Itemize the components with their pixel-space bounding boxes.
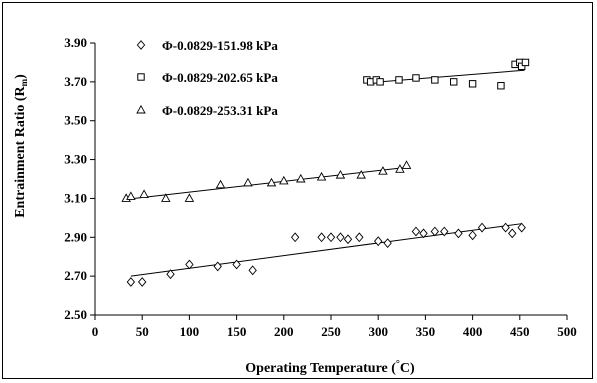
data-point-square: [395, 76, 403, 84]
chart-frame: [2, 2, 593, 379]
data-point-diamond: [440, 226, 449, 237]
x-tick-label: 100: [180, 324, 200, 339]
data-point-triangle: [243, 177, 253, 187]
series-square: [363, 58, 530, 90]
series-triangle: [121, 160, 412, 202]
x-tick-label: 450: [510, 324, 530, 339]
data-point-diamond: [126, 277, 136, 287]
data-point-triangle: [266, 177, 277, 187]
data-point-diamond: [508, 228, 517, 239]
data-point-diamond: [468, 230, 477, 241]
legend-item-square: Φ-0.0829-202.65 kPa: [137, 70, 278, 85]
x-tick-label: 0: [92, 324, 99, 339]
legend-item-triangle: Φ-0.0829-253.31 kPa: [136, 103, 278, 118]
x-tick-label: 350: [416, 324, 436, 339]
data-point-triangle: [215, 179, 226, 189]
data-point-diamond: [166, 269, 175, 280]
data-point-diamond: [355, 232, 364, 243]
y-axis-title: Entrainment Ratio (Rm): [13, 74, 29, 218]
data-point-square: [517, 62, 526, 71]
data-point-diamond: [501, 222, 510, 233]
y-tick-label: 3.10: [64, 190, 87, 205]
plot-area: 2.50 2.70 2.90 3.10 3.30 3.50 3.70 3.90 0 50 100 15…: [64, 35, 577, 339]
data-point-triangle: [279, 175, 289, 185]
data-point-triangle: [139, 189, 149, 198]
data-point-diamond: [383, 238, 392, 249]
data-point-square: [376, 78, 384, 86]
legend-item-diamond: Φ-0.0829-151.98 kPa: [136, 38, 278, 53]
data-point-diamond: [336, 232, 345, 243]
data-point-square: [468, 80, 477, 88]
data-point-square: [521, 58, 530, 67]
data-point-triangle: [184, 193, 195, 202]
data-point-diamond: [290, 232, 300, 243]
data-point-square: [431, 76, 439, 84]
data-point-square: [497, 82, 505, 90]
legend: Φ-0.0829-151.98 kPa Φ-0.0829-202.65 kPa Φ-…: [136, 38, 278, 118]
y-tick-label: 2.50: [64, 307, 87, 322]
data-point-diamond: [477, 222, 487, 233]
legend-marker-diamond: [136, 40, 146, 50]
x-tick-label: 250: [321, 324, 341, 339]
y-tick-label: 3.70: [64, 74, 87, 89]
data-point-diamond: [419, 228, 428, 239]
data-point-diamond: [411, 226, 421, 237]
data-point-diamond: [317, 232, 326, 243]
x-tick-label: 50: [136, 324, 149, 339]
data-point-diamond: [454, 228, 463, 239]
data-point-diamond: [248, 265, 257, 276]
data-point-diamond: [326, 232, 336, 243]
trendline-triangle: [126, 166, 407, 200]
trendline-square: [366, 69, 525, 84]
legend-label-diamond: Φ-0.0829-151.98 kPa: [162, 38, 278, 53]
data-point-triangle: [126, 191, 136, 200]
series-diamond: [126, 222, 526, 287]
y-tick-label: 2.90: [64, 229, 87, 244]
y-tick-label: 3.30: [64, 152, 87, 167]
data-point-triangle: [356, 169, 366, 179]
data-point-diamond: [185, 259, 194, 270]
data-point-diamond: [232, 259, 241, 270]
x-tick-label: 150: [227, 324, 247, 339]
data-point-diamond: [138, 277, 147, 287]
data-point-triangle: [296, 173, 306, 183]
x-tick-label: 500: [557, 324, 577, 339]
data-point-square: [412, 74, 420, 82]
data-point-square: [450, 78, 458, 86]
data-point-triangle: [378, 166, 388, 175]
legend-label-square: Φ-0.0829-202.65 kPa: [162, 70, 278, 85]
y-tick-label: 3.90: [64, 35, 87, 50]
data-point-diamond: [213, 261, 222, 272]
y-axis-title-group: Entrainment Ratio (Rm): [13, 74, 29, 218]
data-point-triangle: [161, 193, 171, 202]
x-tick-label: 400: [463, 324, 483, 339]
x-axis-title: Operating Temperature (°C): [245, 359, 415, 376]
y-tick-label: 3.50: [64, 113, 87, 128]
legend-marker-triangle: [136, 104, 146, 114]
data-point-triangle: [401, 160, 412, 169]
data-point-diamond: [374, 236, 383, 247]
legend-marker-square: [137, 73, 145, 81]
data-point-triangle: [335, 169, 346, 179]
legend-label-triangle: Φ-0.0829-253.31 kPa: [162, 103, 278, 118]
x-tick-label: 200: [274, 324, 294, 339]
data-point-diamond: [430, 226, 440, 237]
data-point-diamond: [343, 234, 353, 245]
data-point-diamond: [517, 222, 526, 233]
data-point-triangle: [316, 171, 327, 181]
x-tick-label: 300: [368, 324, 388, 339]
y-tick-label: 2.70: [64, 268, 87, 283]
